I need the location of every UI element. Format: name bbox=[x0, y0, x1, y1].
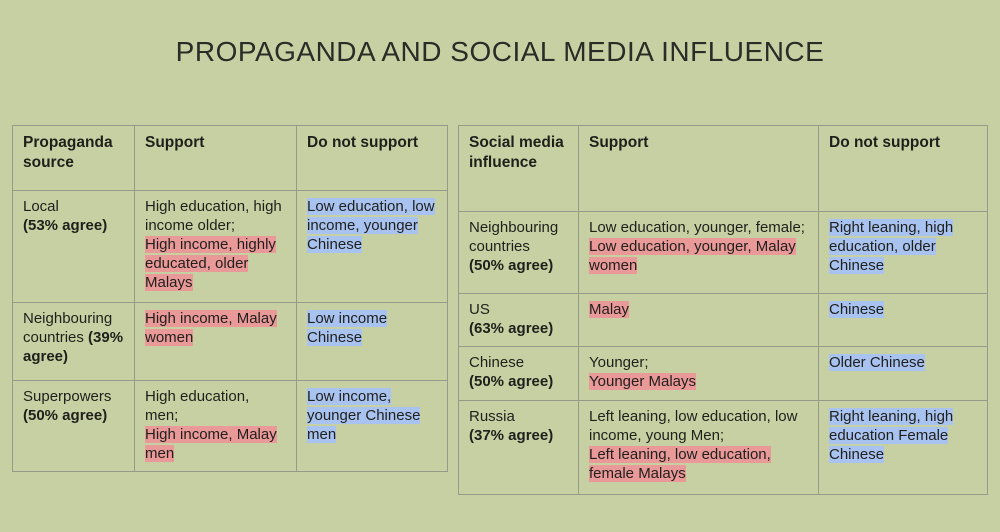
table-cell: Low education, younger, female; Low educa… bbox=[578, 211, 819, 294]
cell-text: Superpowers bbox=[23, 388, 112, 405]
table-cell: Russia (37% agree) bbox=[458, 400, 579, 495]
table-row: Neighbouring countries (50% agree) Low edu… bbox=[458, 211, 988, 294]
table-cell: Low income Chinese bbox=[296, 302, 448, 381]
cell-text: High income, Malay women bbox=[145, 310, 277, 346]
cell-text: Left leaning, low education, low income,… bbox=[589, 408, 798, 444]
table-row: US (63% agree) Malay Chinese bbox=[458, 293, 988, 347]
cell-text: Chinese bbox=[469, 354, 525, 371]
cell-text: Neighbouring countries bbox=[469, 219, 559, 255]
cell-text: Neighbouring countries bbox=[23, 310, 113, 346]
table-cell: Chinese (50% agree) bbox=[458, 346, 579, 401]
column-header: Propaganda source bbox=[12, 125, 135, 191]
cell-text: Younger; bbox=[589, 354, 649, 371]
cell-text: High income, highly educated, older Mala… bbox=[145, 235, 276, 291]
table-cell: Older Chinese bbox=[818, 346, 988, 401]
table-cell: Low education, low income, younger Chine… bbox=[296, 190, 448, 303]
table-cell: Superpowers (50% agree) bbox=[12, 380, 135, 472]
cell-text: (53% agree) bbox=[23, 216, 108, 234]
table-row: Russia (37% agree) Left leaning, low educa… bbox=[458, 400, 988, 495]
table-row: Superpowers (50% agree) High education, me… bbox=[12, 380, 448, 472]
propaganda-source-table: Propaganda source Support Do not support Lo… bbox=[12, 125, 448, 472]
column-header: Social media influence bbox=[458, 125, 579, 212]
cell-text: Left leaning, low education, female Mala… bbox=[589, 445, 771, 482]
cell-text: (50% agree) bbox=[469, 372, 554, 390]
cell-text: Russia bbox=[469, 408, 515, 425]
table-cell: High education, high income older; High i… bbox=[134, 190, 297, 303]
header-row: Propaganda source Support Do not support bbox=[12, 125, 448, 191]
table-cell: High education, men; High income, Malay m… bbox=[134, 380, 297, 472]
cell-text: Low education, younger, Malay women bbox=[589, 237, 796, 274]
cell-text: High education, high income older; bbox=[145, 198, 282, 234]
table-cell: Malay bbox=[578, 293, 819, 347]
table-cell: High income, Malay women bbox=[134, 302, 297, 381]
cell-text: Local bbox=[23, 198, 59, 215]
table-cell: Left leaning, low education, low income,… bbox=[578, 400, 819, 495]
table-row: Local (53% agree) High education, high inc… bbox=[12, 190, 448, 303]
table-row: Neighbouring countries (39% agree) High i… bbox=[12, 302, 448, 381]
table-cell: US (63% agree) bbox=[458, 293, 579, 347]
cell-text: Low education, low income, younger Chine… bbox=[307, 198, 435, 253]
cell-text: Low income Chinese bbox=[307, 310, 388, 346]
cell-text: Chinese bbox=[829, 301, 885, 318]
header-row: Social media influence Support Do not supp… bbox=[458, 125, 988, 212]
table-cell: Right leaning, high education, older Chi… bbox=[818, 211, 988, 294]
table-cell: Neighbouring countries (39% agree) bbox=[12, 302, 135, 381]
table-cell: Neighbouring countries (50% agree) bbox=[458, 211, 579, 294]
page-title: PROPAGANDA AND SOCIAL MEDIA INFLUENCE bbox=[175, 36, 825, 67]
table-row: Chinese (50% agree) Younger; Younger Malays… bbox=[458, 346, 988, 401]
cell-text: Malay bbox=[589, 301, 630, 318]
table-cell: Chinese bbox=[818, 293, 988, 347]
table-cell: Younger; Younger Malays bbox=[578, 346, 819, 401]
cell-text: Low income, younger Chinese men bbox=[307, 388, 421, 443]
column-header: Do not support bbox=[818, 125, 988, 212]
cell-text: (50% agree) bbox=[23, 406, 108, 424]
cell-text: Right leaning, high education, older Chi… bbox=[829, 219, 954, 274]
cell-text: High income, Malay men bbox=[145, 425, 277, 462]
cell-text: (39% agree) bbox=[23, 328, 124, 365]
cell-text: Right leaning, high education Female Chi… bbox=[829, 408, 954, 463]
cell-text: US bbox=[469, 301, 490, 318]
column-header: Do not support bbox=[296, 125, 448, 191]
column-header: Support bbox=[578, 125, 819, 212]
cell-text: Older Chinese bbox=[829, 354, 925, 371]
cell-text: High education, men; bbox=[145, 388, 250, 424]
social-media-influence-table: Social media influence Support Do not supp… bbox=[458, 125, 988, 495]
table-cell: Local (53% agree) bbox=[12, 190, 135, 303]
table-cell: Right leaning, high education Female Chi… bbox=[818, 400, 988, 495]
cell-text: (50% agree) bbox=[469, 256, 554, 274]
column-header: Support bbox=[134, 125, 297, 191]
cell-text: (37% agree) bbox=[469, 426, 554, 444]
cell-text: (63% agree) bbox=[469, 319, 554, 337]
table-cell: Low income, younger Chinese men bbox=[296, 380, 448, 472]
cell-text: Younger Malays bbox=[589, 372, 697, 390]
cell-text: Low education, younger, female; bbox=[589, 219, 805, 236]
